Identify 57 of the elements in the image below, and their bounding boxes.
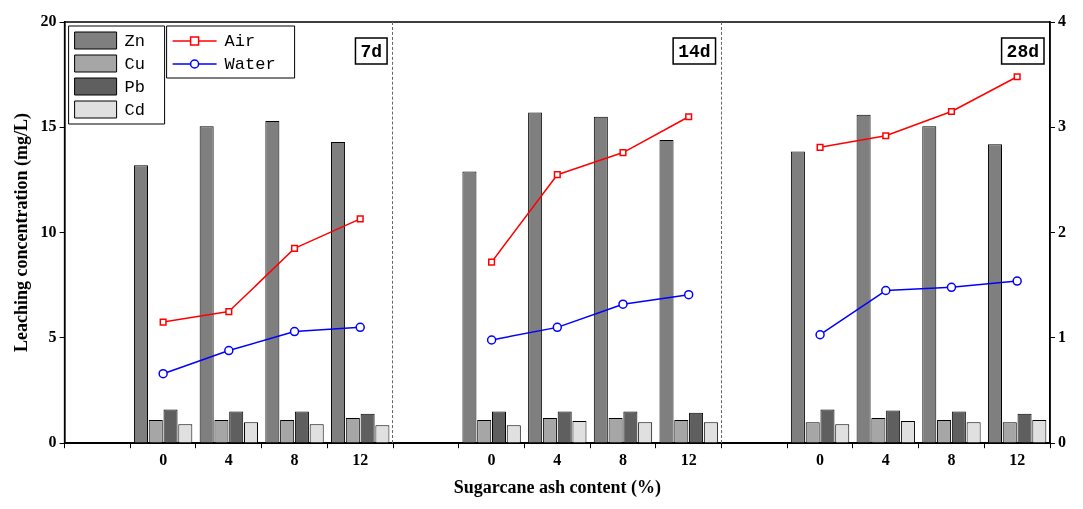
- point: [685, 113, 693, 121]
- y-tick-label: 20: [40, 12, 57, 30]
- y2-tick-label: 4: [1058, 12, 1066, 30]
- x-tick-label: 12: [352, 450, 369, 468]
- point: [290, 244, 299, 252]
- y2-tick-label: 0: [1058, 433, 1066, 451]
- annotation: 28d: [1006, 41, 1039, 62]
- y-axis-title: Leaching concentration (mg/L): [11, 113, 33, 353]
- x-tick-label: 8: [290, 450, 299, 468]
- y2-tick-label: 2: [1058, 222, 1066, 240]
- x-tick-label: 4: [881, 450, 890, 468]
- point: [224, 345, 234, 356]
- x-tick-label: 0: [487, 450, 496, 468]
- x-tick-label: 0: [816, 450, 825, 468]
- x-tick-label: 0: [159, 450, 168, 468]
- legend-label: Zn: [124, 31, 146, 51]
- point: [815, 329, 825, 340]
- legend-label: Water: [224, 54, 276, 74]
- point: [486, 335, 497, 345]
- point: [619, 148, 627, 157]
- point: [1012, 276, 1022, 286]
- annotation: 14d: [678, 41, 711, 62]
- point: [882, 132, 890, 140]
- x-tick-label: 12: [1009, 450, 1026, 468]
- legend-label: Cd: [124, 100, 146, 120]
- point: [356, 215, 364, 223]
- point: [1013, 73, 1021, 81]
- legend-label: Air: [224, 31, 256, 51]
- x-tick-label: 12: [680, 450, 697, 468]
- point: [488, 258, 496, 266]
- legend-label: Cu: [124, 54, 146, 74]
- point: [289, 326, 300, 337]
- annotation: 7d: [360, 41, 383, 62]
- y2-tick-label: 1: [1058, 328, 1066, 346]
- point: [355, 322, 365, 333]
- point: [816, 143, 824, 151]
- point: [553, 171, 561, 179]
- point: [881, 285, 891, 296]
- y-tick-label: 10: [40, 222, 57, 240]
- point: [225, 308, 233, 316]
- point: [947, 107, 956, 116]
- x-tick-label: 4: [553, 450, 562, 468]
- point: [946, 282, 957, 293]
- point: [552, 322, 563, 333]
- legend-label: Pb: [124, 77, 146, 97]
- x-axis-title: Sugarcane ash content (%): [453, 476, 661, 498]
- y-tick-label: 5: [48, 328, 57, 346]
- x-tick-label: 4: [224, 450, 233, 468]
- x-tick-label: 8: [947, 450, 956, 468]
- point: [618, 299, 628, 309]
- y2-tick-label: 3: [1058, 117, 1066, 135]
- point: [683, 289, 694, 300]
- y-tick-label: 0: [48, 433, 57, 451]
- point: [159, 318, 167, 326]
- y-tick-label: 15: [40, 117, 57, 135]
- point: [158, 368, 168, 379]
- x-tick-label: 8: [618, 450, 627, 468]
